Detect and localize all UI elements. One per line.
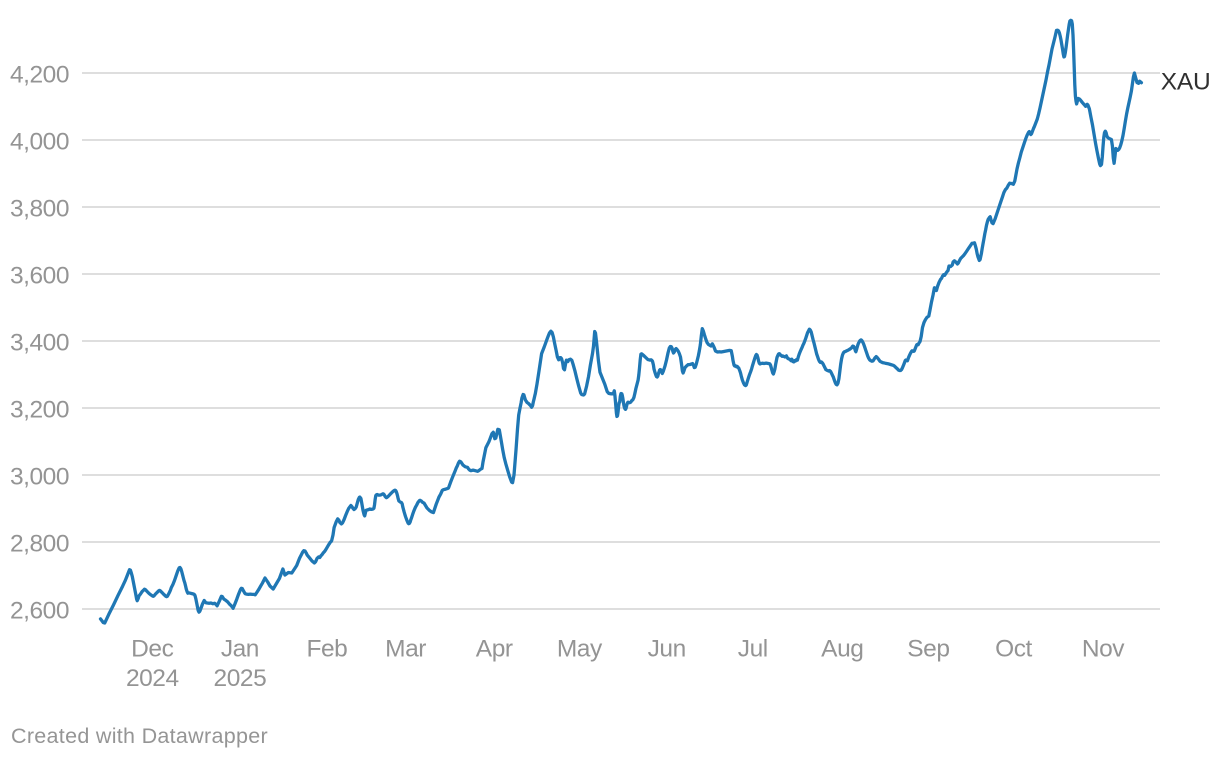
- svg-text:Nov: Nov: [1082, 636, 1125, 663]
- svg-text:Jan: Jan: [221, 636, 259, 663]
- svg-text:4,000: 4,000: [10, 128, 69, 155]
- svg-text:Jun: Jun: [648, 636, 686, 663]
- svg-text:4,200: 4,200: [10, 61, 69, 88]
- svg-text:3,400: 3,400: [10, 329, 69, 356]
- svg-text:3,600: 3,600: [10, 262, 69, 289]
- svg-text:Jul: Jul: [738, 636, 768, 663]
- svg-text:Mar: Mar: [385, 636, 426, 663]
- svg-text:XAU: XAU: [1161, 69, 1211, 96]
- svg-text:2025: 2025: [214, 665, 267, 692]
- svg-text:Sep: Sep: [907, 636, 949, 663]
- svg-text:Created with Datawrapper: Created with Datawrapper: [11, 724, 268, 748]
- svg-text:Feb: Feb: [306, 636, 347, 663]
- svg-text:Aug: Aug: [821, 636, 863, 663]
- svg-text:3,000: 3,000: [10, 463, 69, 490]
- svg-text:3,800: 3,800: [10, 195, 69, 222]
- svg-text:2024: 2024: [126, 665, 179, 692]
- svg-text:May: May: [557, 636, 603, 663]
- svg-text:2,800: 2,800: [10, 530, 69, 557]
- svg-text:Apr: Apr: [476, 636, 513, 663]
- svg-text:3,200: 3,200: [10, 396, 69, 423]
- svg-text:Dec: Dec: [131, 636, 173, 663]
- svg-text:2,600: 2,600: [10, 597, 69, 624]
- svg-text:Oct: Oct: [995, 636, 1032, 663]
